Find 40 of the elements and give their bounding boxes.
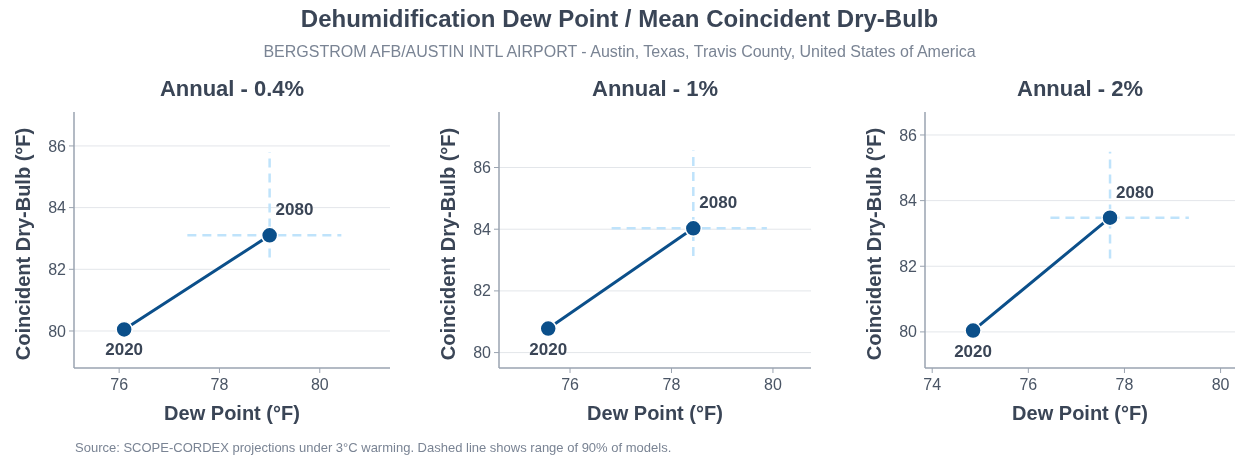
text: BERGSTROM AFB/AUSTIN INTL AIRPORT - Austin, Texas, Travis County, United States of America (263, 43, 976, 60)
y-tick-label: 86 (899, 126, 918, 144)
annotation: 2020 (954, 341, 992, 361)
x-axis-title: Dew Point (°F) (587, 402, 723, 424)
y-tick-label: 82 (473, 282, 492, 300)
x-axis-title: Dew Point (°F) (1012, 402, 1148, 424)
x-tick-label: 80 (310, 376, 329, 393)
annotation: 2020 (105, 340, 144, 360)
y-tick-label: 80 (473, 344, 492, 362)
x-axis-title: Dew Point (°F) (164, 402, 300, 424)
x-tick-label: 78 (210, 376, 229, 393)
chart-title: Annual - 0.4% (159, 76, 305, 101)
y-tick-label: 86 (48, 137, 67, 155)
y-tick-label: 82 (899, 257, 918, 275)
x-tick-label: 78 (1115, 376, 1134, 393)
x-tick-label: 78 (662, 376, 681, 393)
chart-title: Annual - 1% (592, 76, 718, 101)
x-tick-label: 80 (1211, 376, 1230, 393)
y-tick-label: 84 (48, 199, 67, 217)
x-tick-label: 74 (923, 376, 942, 393)
annotation: 2020 (529, 339, 568, 359)
y-axis-title: Coincident Dry-Bulb (°F) (863, 127, 885, 361)
text: Dehumidification Dew Point / Mean Coincident Dry-Bulb (300, 5, 939, 32)
annotation: 2080 (1116, 182, 1154, 202)
x-tick-label: 76 (1019, 376, 1038, 393)
annotation: 2080 (699, 193, 738, 213)
y-axis-title: Coincident Dry-Bulb (°F) (437, 127, 459, 361)
annotation: 2080 (275, 200, 314, 220)
x-tick-label: 76 (561, 376, 580, 393)
source-note: Source: SCOPE-CORDEX projections under 3°C warming. Dashed line shows range of 90% of models. (75, 440, 672, 455)
chart-title: Annual - 2% (1017, 76, 1143, 101)
y-axis-title: Coincident Dry-Bulb (°F) (12, 127, 34, 361)
y-tick-label: 82 (48, 260, 67, 278)
y-tick-label: 80 (48, 322, 67, 340)
y-tick-label: 84 (473, 220, 492, 238)
y-tick-label: 84 (899, 192, 918, 210)
y-tick-label: 80 (899, 323, 918, 341)
y-tick-label: 86 (473, 159, 492, 177)
x-tick-label: 76 (110, 376, 129, 393)
x-tick-label: 80 (764, 376, 782, 393)
